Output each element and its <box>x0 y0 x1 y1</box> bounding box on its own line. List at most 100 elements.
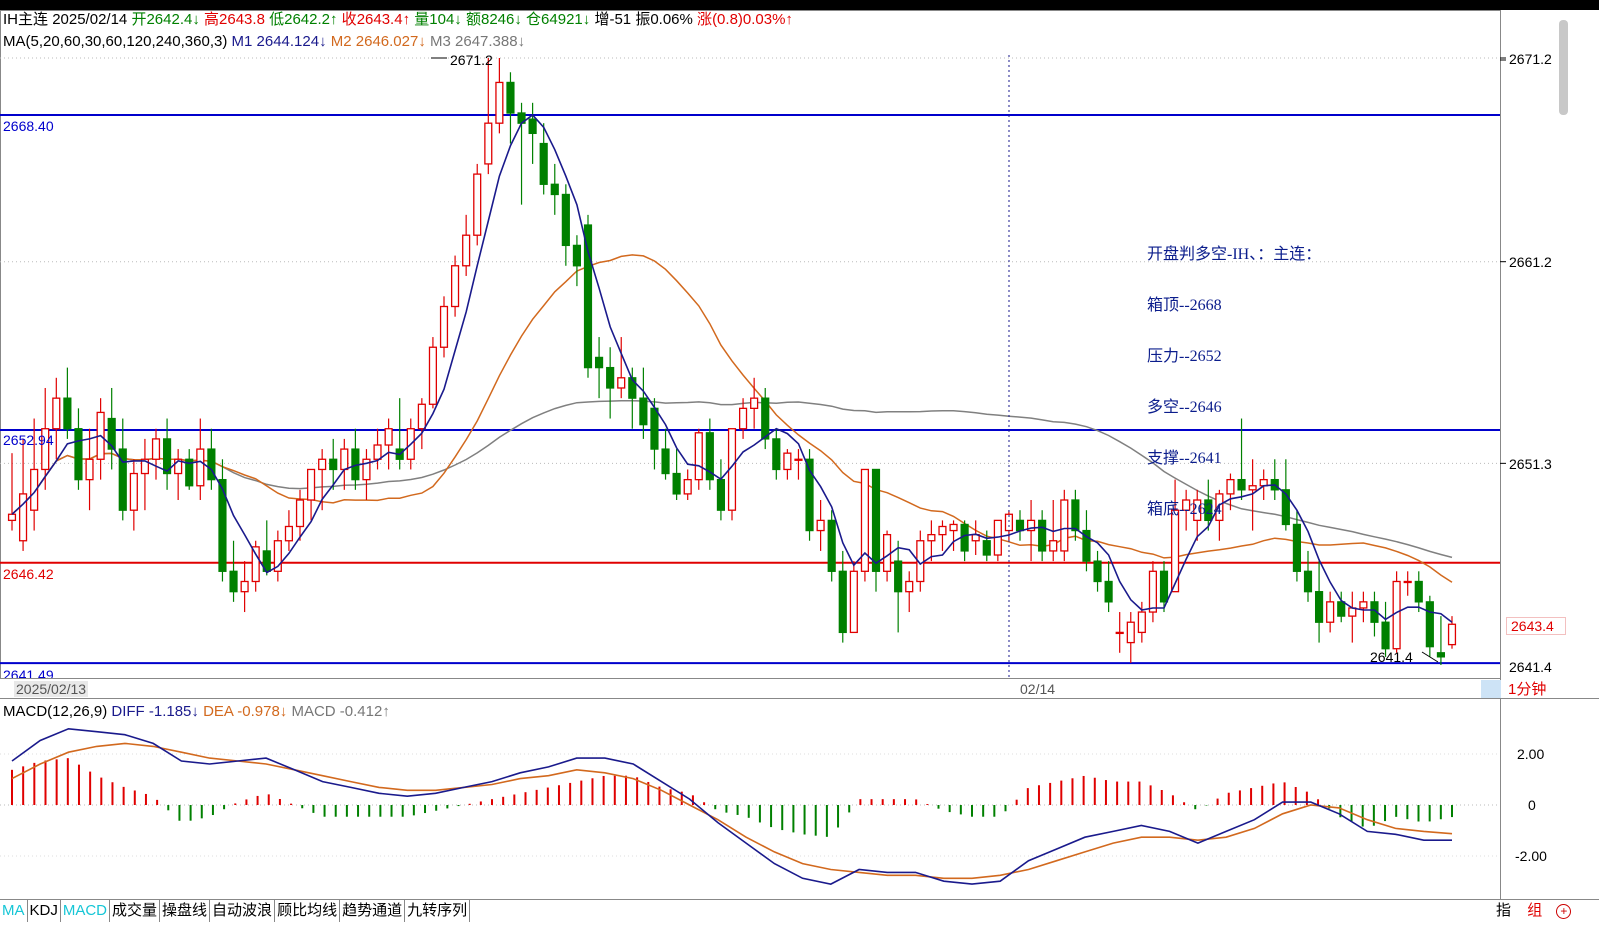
period-label[interactable]: 1分钟 <box>1508 681 1547 698</box>
zoom-icon[interactable]: + <box>1556 903 1572 919</box>
close-value: 2643.4↑ <box>356 11 411 28</box>
candle-body <box>7 513 17 522</box>
candle-body <box>1038 519 1047 552</box>
candle-body <box>1015 519 1025 532</box>
candle-body <box>594 356 604 369</box>
candle-body <box>561 193 570 247</box>
oi-label: 仓 <box>526 11 542 28</box>
note-line-box-top: 箱顶--2668 <box>1147 297 1222 314</box>
candle-body <box>672 472 681 495</box>
candle-body <box>85 458 94 481</box>
candle-body <box>1159 570 1169 603</box>
tab-td-sequential[interactable]: 九转序列 <box>405 900 471 922</box>
candle-body <box>949 523 958 532</box>
horizontal-levels <box>0 114 1500 665</box>
candle-body <box>1436 652 1446 658</box>
y-tick-4: 2641.4 <box>1509 659 1552 675</box>
m3-value: M3 2647.388↓ <box>430 33 526 50</box>
candle-body <box>838 570 847 634</box>
ma-params: MA(5,20,60,30,60,120,240,360,3) <box>3 33 228 50</box>
candle-body <box>318 458 327 471</box>
candle-body <box>41 428 50 471</box>
candle-body <box>1303 570 1313 593</box>
candle-body <box>805 458 814 532</box>
candle-body <box>539 142 548 185</box>
level-label-pressure: 2652.94 <box>3 432 54 448</box>
candle-body <box>1292 523 1302 572</box>
tab-volume[interactable]: 成交量 <box>110 900 161 922</box>
quote-date: 2025/02/14 <box>52 11 128 28</box>
candle-body <box>794 458 803 461</box>
candle-body <box>772 438 781 471</box>
candle-body <box>362 458 371 481</box>
ma1-line <box>11 113 1453 623</box>
candle-body <box>140 458 150 475</box>
open-label: 开 <box>131 11 147 28</box>
tab-trading-line[interactable]: 操盘线 <box>160 900 211 922</box>
candle-body <box>716 478 726 511</box>
indicator-tabs: MA KDJ MACD 成交量 操盘线 自动波浪 顾比均线 趋势通道 九转序列 <box>0 900 471 922</box>
macd-params: MACD(12,26,9) <box>3 703 108 720</box>
low-marker <box>1421 651 1439 663</box>
macd-histogram <box>11 758 1453 837</box>
title-bar <box>0 0 1599 10</box>
candle-body <box>1215 493 1224 522</box>
ma2-path <box>11 254 1453 583</box>
candle-body <box>1082 529 1091 562</box>
candle-body <box>650 407 659 450</box>
candle-body <box>1226 478 1235 495</box>
indicator-button[interactable]: 指 <box>1496 902 1512 919</box>
candle-body <box>107 417 116 450</box>
candle-body <box>1049 540 1058 552</box>
candle-body <box>938 525 947 536</box>
candle-body <box>882 533 892 572</box>
macd-value: MACD -0.412↑ <box>291 703 390 720</box>
tab-macd[interactable]: MACD <box>61 900 111 922</box>
candle-body <box>329 458 338 471</box>
chg-label: 涨 <box>697 11 713 28</box>
candle-body <box>1314 591 1324 623</box>
tab-ma[interactable]: MA <box>0 900 28 922</box>
tab-guppy[interactable]: 顾比均线 <box>275 900 341 922</box>
note-line-pressure: 压力--2652 <box>1147 348 1222 365</box>
candle-body <box>750 397 759 409</box>
note-line-box-bottom: 箱底--2624 <box>1147 501 1222 518</box>
symbol: IH主连 <box>3 11 49 28</box>
candle-body <box>761 397 770 440</box>
scroll-thumb[interactable] <box>1559 20 1568 115</box>
chg-value: (0.8)0.03%↑ <box>712 11 793 28</box>
candle-body <box>30 468 39 511</box>
tab-trend-channel[interactable]: 趋势通道 <box>340 900 406 922</box>
tab-auto-wave[interactable]: 自动波浪 <box>210 900 276 922</box>
amount-label: 额 <box>465 11 481 28</box>
period-button[interactable] <box>1481 680 1501 698</box>
candle-body <box>1237 478 1246 491</box>
tab-kdj[interactable]: KDJ <box>28 900 61 922</box>
level-label-box-top: 2668.40 <box>3 118 54 134</box>
dea-value: DEA -0.978↓ <box>203 703 288 720</box>
volume-value: 104↓ <box>429 11 462 28</box>
candle-body <box>118 448 127 511</box>
candle-body <box>1337 601 1346 617</box>
open-value: 2642.4↓ <box>146 11 200 28</box>
group-button[interactable]: 组 <box>1527 902 1543 919</box>
ma3-path <box>11 399 1453 559</box>
candle-body <box>905 580 914 593</box>
candle-body <box>284 525 294 542</box>
m2-value: M2 2646.027↓ <box>330 33 426 50</box>
inc-value: -51 <box>609 11 632 28</box>
candle-body <box>251 546 260 583</box>
candle-body <box>196 448 205 487</box>
candle-body <box>218 478 227 572</box>
dea-path <box>11 742 1453 880</box>
candle-body <box>462 234 471 267</box>
macd-tick-3: -2.00 <box>1515 848 1547 864</box>
ma2-line <box>11 254 1453 583</box>
level-label-support: 2641.49 <box>3 667 54 678</box>
candle-body <box>1126 621 1135 644</box>
vertical-scrollbar[interactable] <box>1503 10 1568 678</box>
y-tick-3: 2651.3 <box>1509 456 1552 472</box>
amp-value: 0.06% <box>650 11 693 28</box>
candle-body <box>1115 631 1124 635</box>
